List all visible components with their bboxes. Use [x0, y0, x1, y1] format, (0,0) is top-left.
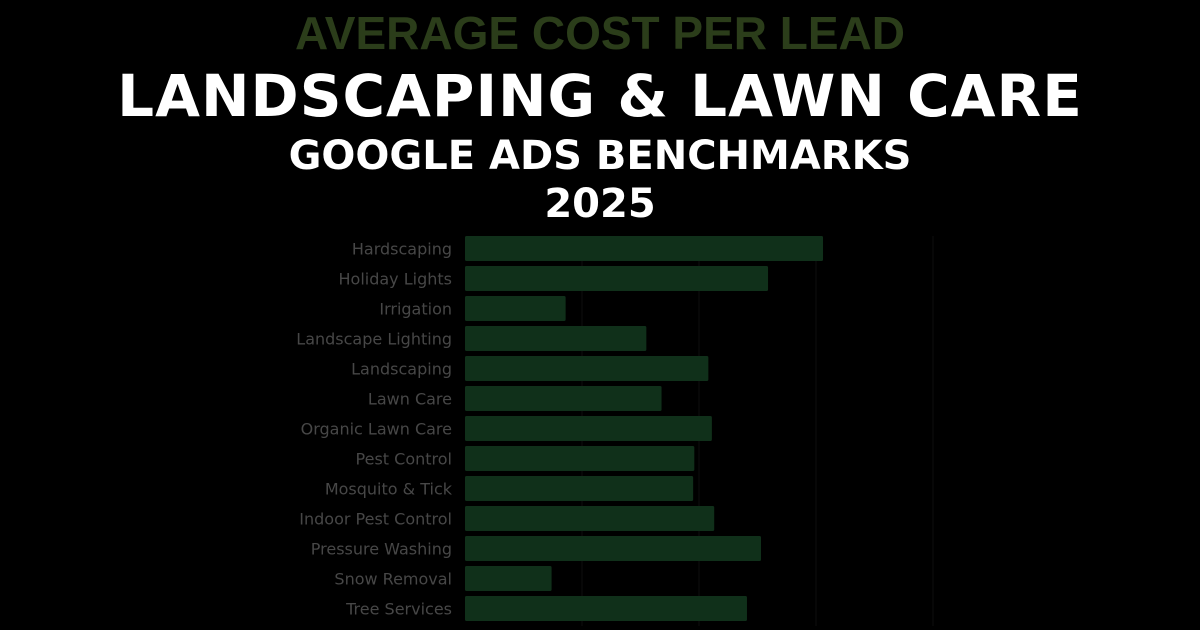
category-label: Landscape Lighting [296, 330, 452, 349]
bar-pressure-washing [465, 536, 762, 561]
category-label: Lawn Care [368, 390, 452, 409]
category-label: Irrigation [379, 300, 452, 319]
category-label: Mosquito & Tick [325, 480, 453, 499]
bar-hardscaping [465, 236, 824, 261]
chart-title: AVERAGE COST PER LEAD [295, 7, 905, 59]
bar-lawn-care [465, 386, 662, 411]
category-label: Pest Control [356, 450, 452, 469]
category-label: Pressure Washing [311, 540, 452, 559]
category-label: Tree Services [345, 600, 452, 619]
bar-mosquito-tick [465, 476, 694, 501]
bar-irrigation [465, 296, 566, 321]
subheadline: GOOGLE ADS BENCHMARKS [288, 133, 912, 179]
bar-organic-lawn-care [465, 416, 712, 441]
bar-indoor-pest-control [465, 506, 715, 531]
category-label: Hardscaping [352, 240, 452, 259]
category-label: Snow Removal [334, 570, 452, 589]
category-label: Organic Lawn Care [301, 420, 452, 439]
category-label: Holiday Lights [339, 270, 453, 289]
bar-pest-control [465, 446, 695, 471]
bar-holiday-lights [465, 266, 769, 291]
category-label: Landscaping [351, 360, 452, 379]
year-label: 2025 [544, 181, 656, 227]
bar-tree-services [465, 596, 747, 621]
bar-snow-removal [465, 566, 552, 591]
bar-landscape-lighting [465, 326, 647, 351]
bar-landscaping [465, 356, 709, 381]
category-label: Indoor Pest Control [299, 510, 452, 529]
headline: LANDSCAPING & LAWN CARE [117, 62, 1083, 130]
